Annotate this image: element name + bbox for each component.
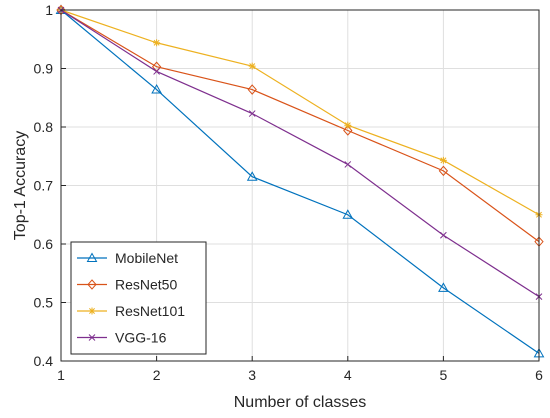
series-line xyxy=(60,9,540,354)
legend-marker xyxy=(87,279,97,290)
data-point xyxy=(343,125,353,136)
legend-label: ResNet101 xyxy=(115,303,185,319)
y-tick-label: 1 xyxy=(45,2,53,18)
ticks: 1 2 3 4 5 6 0.4 0.5 0.6 0.7 0.8 0.9 1 xyxy=(34,2,544,383)
y-tick-label: 0.8 xyxy=(34,119,54,135)
legend-label: VGG-16 xyxy=(115,330,167,346)
series-resnet101 xyxy=(57,6,543,219)
data-point xyxy=(246,171,258,181)
data-point xyxy=(344,161,352,168)
y-tick-label: 0.6 xyxy=(34,236,54,252)
x-tick-label: 1 xyxy=(57,367,65,383)
data-point xyxy=(438,165,449,177)
data-point xyxy=(248,110,256,117)
data-point xyxy=(440,231,447,239)
series-resnet50 xyxy=(56,4,544,247)
x-axis-title: Number of classes xyxy=(234,394,367,411)
y-tick-label: 0.7 xyxy=(34,178,54,194)
legend-marker xyxy=(86,252,98,262)
data-point xyxy=(153,68,160,75)
x-tick-label: 3 xyxy=(248,367,256,383)
series-line xyxy=(60,9,540,298)
legend-marker xyxy=(88,334,96,341)
y-tick-label: 0.5 xyxy=(34,295,54,311)
data-point xyxy=(342,209,354,219)
data-point xyxy=(439,156,447,164)
legend-box xyxy=(70,241,207,355)
series-vgg-16 xyxy=(57,6,543,301)
legend-item: VGG-16 xyxy=(77,330,167,346)
data-point xyxy=(344,121,352,129)
data-point xyxy=(151,84,162,94)
y-tick-label: 0.9 xyxy=(34,61,54,77)
y-tick-label: 0.4 xyxy=(34,353,54,369)
legend-marker xyxy=(88,307,96,315)
legend-item: ResNet50 xyxy=(77,277,177,293)
y-axis-title: Top-1 Accuracy xyxy=(12,131,29,240)
x-tick-label: 5 xyxy=(440,367,448,383)
data-point xyxy=(247,84,257,95)
series-line xyxy=(60,9,540,243)
legend-item: MobileNet xyxy=(77,250,178,266)
data-point xyxy=(438,282,449,292)
x-tick-label: 6 xyxy=(535,367,543,383)
legend: MobileNet ResNet50 ResNet101 VGG-16 xyxy=(70,241,207,355)
legend-item: ResNet101 xyxy=(77,303,185,319)
data-point xyxy=(153,39,161,47)
x-tick-label: 2 xyxy=(153,367,161,383)
series-layer xyxy=(55,4,545,358)
x-tick-label: 4 xyxy=(344,367,352,383)
legend-label: MobileNet xyxy=(115,250,178,266)
series-line xyxy=(60,9,540,216)
legend-label: ResNet50 xyxy=(115,277,177,293)
data-point xyxy=(248,62,256,70)
